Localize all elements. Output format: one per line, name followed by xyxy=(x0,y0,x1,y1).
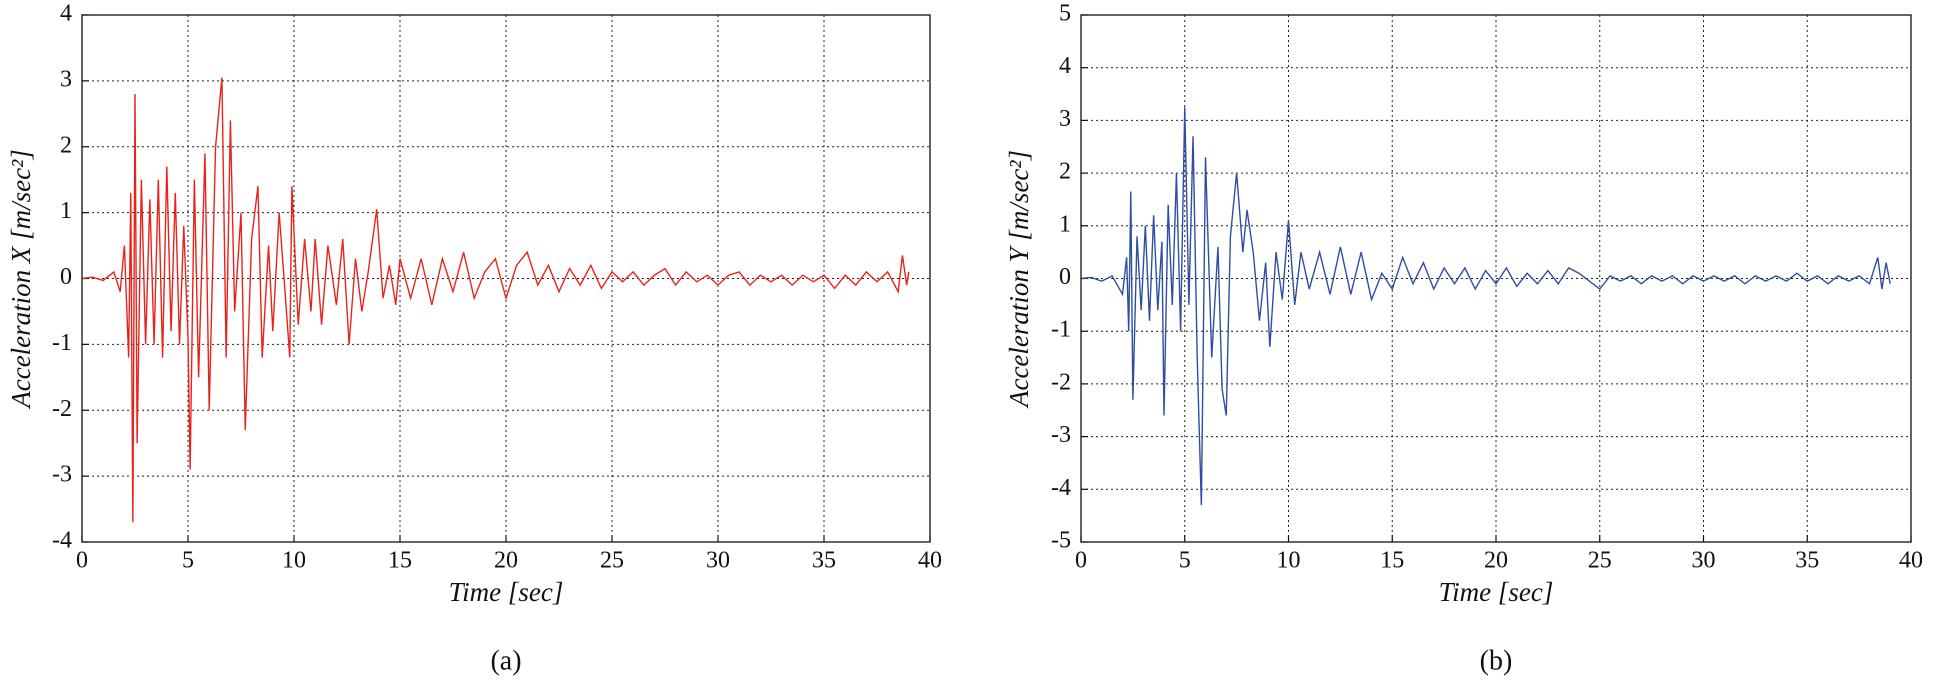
y-tick-label: -2 xyxy=(1051,369,1071,395)
data-line xyxy=(1080,107,1891,506)
y-axis-label: Acceleration Y [m/sec²] xyxy=(1004,150,1034,409)
y-tick-label: 3 xyxy=(1059,106,1071,132)
y-tick-label: 4 xyxy=(60,1,72,27)
x-tick-label: 40 xyxy=(1899,548,1923,574)
x-tick-label: 15 xyxy=(388,548,412,574)
y-tick-label: 1 xyxy=(60,198,72,224)
x-tick-label: 5 xyxy=(182,548,194,574)
y-axis-label: Acceleration X [m/sec²] xyxy=(6,149,36,410)
x-tick-label: 25 xyxy=(1588,548,1612,574)
y-tick-label: -3 xyxy=(52,462,72,488)
data-line xyxy=(81,77,910,523)
x-tick-label: 10 xyxy=(1277,548,1301,574)
x-tick-label: 10 xyxy=(282,548,306,574)
x-tick-label: 35 xyxy=(1795,548,1819,574)
plot-frame xyxy=(1080,14,1912,543)
y-tick-label: -5 xyxy=(1051,528,1071,554)
caption: (b) xyxy=(1480,645,1513,676)
x-axis-label: Time [sec] xyxy=(449,577,564,607)
y-tick-label: -3 xyxy=(1051,422,1071,448)
y-tick-label: -2 xyxy=(52,396,72,422)
x-tick-label: 30 xyxy=(706,548,730,574)
x-tick-label: 25 xyxy=(600,548,624,574)
x-tick-label: 5 xyxy=(1179,548,1191,574)
y-tick-label: 2 xyxy=(1059,159,1071,185)
x-tick-label: 0 xyxy=(1075,548,1087,574)
x-tick-label: 15 xyxy=(1380,548,1404,574)
y-tick-label: 3 xyxy=(60,66,72,92)
x-tick-label: 35 xyxy=(812,548,836,574)
y-tick-label: 5 xyxy=(1059,1,1071,27)
y-tick-label: 0 xyxy=(60,264,72,290)
y-tick-label: -4 xyxy=(52,528,72,554)
x-tick-label: 0 xyxy=(76,548,88,574)
x-tick-label: 20 xyxy=(494,548,518,574)
caption: (a) xyxy=(490,645,521,676)
y-tick-label: 4 xyxy=(1059,53,1071,79)
y-tick-label: -4 xyxy=(1051,475,1071,501)
x-tick-label: 30 xyxy=(1692,548,1716,574)
y-tick-label: 2 xyxy=(60,132,72,158)
y-tick-label: 0 xyxy=(1059,264,1071,290)
y-tick-label: 1 xyxy=(1059,211,1071,237)
y-tick-label: -1 xyxy=(1051,317,1071,343)
x-axis-label: Time [sec] xyxy=(1439,577,1554,607)
plot-frame xyxy=(81,14,931,543)
x-tick-label: 20 xyxy=(1484,548,1508,574)
y-tick-label: -1 xyxy=(52,330,72,356)
x-tick-label: 40 xyxy=(918,548,942,574)
